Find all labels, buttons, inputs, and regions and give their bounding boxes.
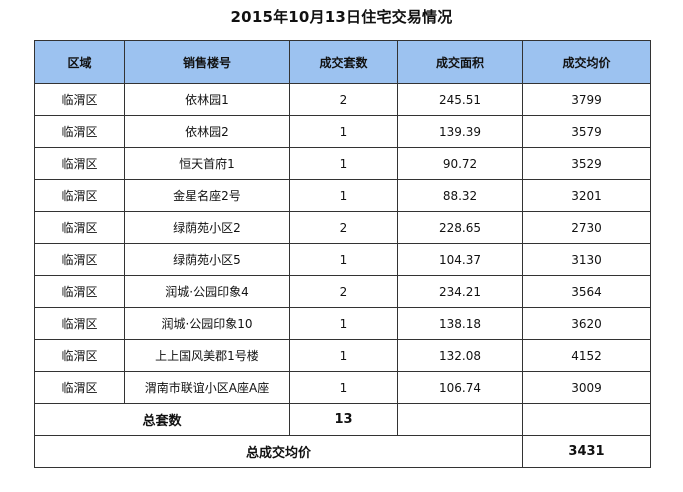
cell-area: 104.37 (397, 243, 523, 276)
cell-area: 90.72 (397, 147, 523, 180)
cell-building: 绿荫苑小区2 (124, 211, 290, 244)
cell-price: 3564 (522, 275, 651, 308)
table-row: 临渭区 恒天首府1 1 90.72 3529 (34, 147, 651, 180)
cell-area: 245.51 (397, 83, 523, 116)
avg-price-value: 3431 (522, 435, 651, 468)
cell-area: 139.39 (397, 115, 523, 148)
cell-building: 绿荫苑小区5 (124, 243, 290, 276)
cell-units: 1 (289, 243, 398, 276)
cell-region: 临渭区 (34, 371, 125, 404)
cell-units: 1 (289, 179, 398, 212)
cell-building: 金星名座2号 (124, 179, 290, 212)
cell-units: 1 (289, 339, 398, 372)
cell-area: 138.18 (397, 307, 523, 340)
cell-units: 2 (289, 275, 398, 308)
table-row: 临渭区 润城·公园印象10 1 138.18 3620 (34, 307, 651, 340)
header-building: 销售楼号 (124, 40, 290, 84)
cell-region: 临渭区 (34, 339, 125, 372)
cell-price: 4152 (522, 339, 651, 372)
cell-area: 234.21 (397, 275, 523, 308)
cell-price: 3620 (522, 307, 651, 340)
total-count-value: 13 (289, 403, 398, 436)
cell-building: 渭南市联谊小区A座A座 (124, 371, 290, 404)
cell-region: 临渭区 (34, 211, 125, 244)
cell-building: 上上国风美郡1号楼 (124, 339, 290, 372)
cell-building: 恒天首府1 (124, 147, 290, 180)
header-avg-price: 成交均价 (522, 40, 651, 84)
table-row: 临渭区 绿荫苑小区5 1 104.37 3130 (34, 243, 651, 276)
total-empty-cell (397, 403, 523, 436)
avg-price-label: 总成交均价 (34, 435, 523, 468)
cell-building: 依林园1 (124, 83, 290, 116)
table-row: 临渭区 金星名座2号 1 88.32 3201 (34, 179, 651, 212)
cell-price: 3799 (522, 83, 651, 116)
cell-area: 228.65 (397, 211, 523, 244)
avg-price-row: 总成交均价 3431 (34, 435, 651, 468)
cell-area: 106.74 (397, 371, 523, 404)
cell-price: 3009 (522, 371, 651, 404)
cell-price: 2730 (522, 211, 651, 244)
table-header-row: 区域 销售楼号 成交套数 成交面积 成交均价 (34, 40, 651, 84)
table-row: 临渭区 依林园1 2 245.51 3799 (34, 83, 651, 116)
cell-units: 2 (289, 83, 398, 116)
cell-region: 临渭区 (34, 275, 125, 308)
page-title: 2015年10月13日住宅交易情况 (230, 8, 453, 26)
table-row: 临渭区 上上国风美郡1号楼 1 132.08 4152 (34, 339, 651, 372)
header-units-sold: 成交套数 (289, 40, 398, 84)
cell-building: 依林园2 (124, 115, 290, 148)
cell-region: 临渭区 (34, 243, 125, 276)
cell-region: 临渭区 (34, 147, 125, 180)
total-count-label: 总套数 (34, 403, 290, 436)
cell-price: 3579 (522, 115, 651, 148)
cell-price: 3130 (522, 243, 651, 276)
cell-units: 1 (289, 147, 398, 180)
cell-region: 临渭区 (34, 115, 125, 148)
cell-price: 3201 (522, 179, 651, 212)
cell-region: 临渭区 (34, 179, 125, 212)
table-row: 临渭区 依林园2 1 139.39 3579 (34, 115, 651, 148)
cell-units: 1 (289, 371, 398, 404)
cell-units: 1 (289, 307, 398, 340)
cell-region: 临渭区 (34, 83, 125, 116)
table-row: 临渭区 绿荫苑小区2 2 228.65 2730 (34, 211, 651, 244)
transaction-table: 区域 销售楼号 成交套数 成交面积 成交均价 临渭区 依林园1 2 245.51… (34, 40, 651, 468)
total-count-row: 总套数 13 (34, 403, 651, 436)
cell-region: 临渭区 (34, 307, 125, 340)
cell-price: 3529 (522, 147, 651, 180)
cell-area: 132.08 (397, 339, 523, 372)
cell-building: 润城·公园印象10 (124, 307, 290, 340)
header-area: 成交面积 (397, 40, 523, 84)
cell-area: 88.32 (397, 179, 523, 212)
cell-units: 1 (289, 115, 398, 148)
table-row: 临渭区 渭南市联谊小区A座A座 1 106.74 3009 (34, 371, 651, 404)
cell-building: 润城·公园印象4 (124, 275, 290, 308)
header-region: 区域 (34, 40, 125, 84)
table-row: 临渭区 润城·公园印象4 2 234.21 3564 (34, 275, 651, 308)
total-empty-cell (522, 403, 651, 436)
cell-units: 2 (289, 211, 398, 244)
